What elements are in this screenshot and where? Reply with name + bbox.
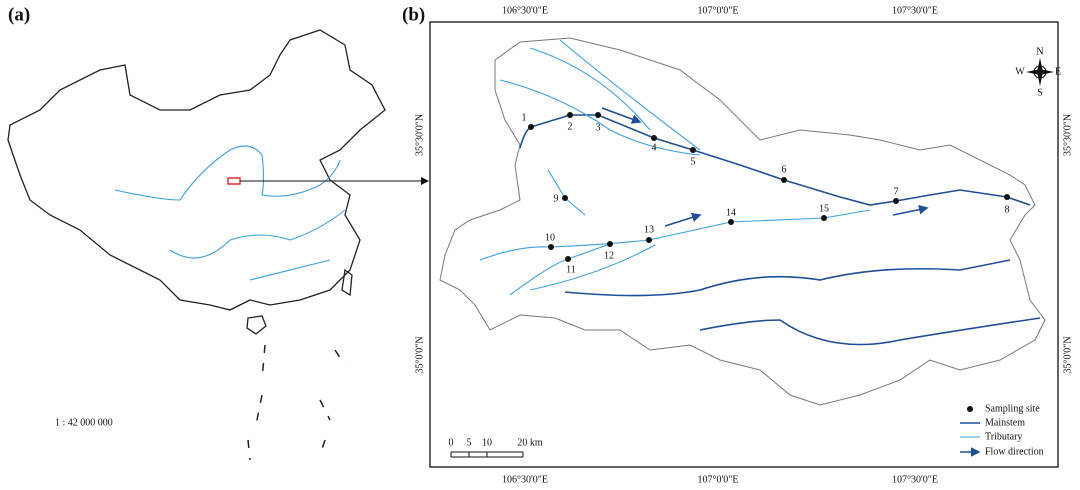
sampling-site <box>728 219 734 225</box>
tributary <box>529 244 656 291</box>
tributary <box>509 243 611 296</box>
sampling-site <box>562 195 568 201</box>
panel-label: (a) <box>8 4 30 25</box>
site-label: 8 <box>1005 204 1010 215</box>
site-label: 7 <box>894 186 899 197</box>
lat-label: 35°0'0"N <box>1062 336 1073 373</box>
yellow-river <box>114 145 341 201</box>
map-frame <box>429 21 1059 468</box>
site-label: 4 <box>652 142 657 153</box>
river-south <box>249 259 331 281</box>
scale-bar <box>450 451 524 458</box>
site-label: 10 <box>545 232 555 243</box>
scale-label: 20 km <box>517 437 543 448</box>
mainstem-south <box>564 259 1011 297</box>
sea-border <box>247 344 346 461</box>
site-label: 5 <box>691 156 696 167</box>
lon-label: 106°30'0"E <box>502 474 548 485</box>
sampling-site <box>1004 194 1010 200</box>
lon-label: 107°30'0"E <box>892 5 938 16</box>
sampling-site <box>651 135 657 141</box>
site-label: 9 <box>554 193 559 204</box>
site-label: 6 <box>782 164 787 175</box>
compass-s: S <box>1037 87 1043 98</box>
sampling-site <box>781 177 787 183</box>
scale-label: 5 <box>467 437 472 448</box>
flow-arrow <box>601 107 642 124</box>
tributary <box>479 209 871 261</box>
sampling-site <box>821 215 827 221</box>
scale-label: 10 <box>482 437 492 448</box>
scale-text: 1 : 42 000 000 <box>55 417 113 428</box>
sampling-site <box>893 198 899 204</box>
site-label: 2 <box>568 121 573 132</box>
flow-arrow <box>892 204 929 216</box>
sampling-site <box>565 256 571 262</box>
compass-w: W <box>1015 66 1025 77</box>
lon-label: 107°0'0"E <box>698 5 739 16</box>
china-outline <box>7 29 386 311</box>
site-label: 12 <box>604 250 614 261</box>
hainan <box>246 315 267 335</box>
watershed <box>439 37 1046 406</box>
site-label: 15 <box>819 203 829 214</box>
sampling-site <box>528 124 534 130</box>
legend-text: Tributary <box>985 431 1022 442</box>
legend: Sampling site Mainstem Tributary Flow di… <box>960 403 1044 457</box>
tributary <box>559 39 701 151</box>
sampling-site <box>548 244 554 250</box>
yangtze <box>169 209 346 259</box>
panel-label: (b) <box>402 4 425 25</box>
taiwan <box>341 268 353 297</box>
site-label: 13 <box>644 224 654 235</box>
lat-label: 35°0'0"N <box>414 336 425 373</box>
scale-label: 0 <box>449 437 454 448</box>
compass-e: E <box>1055 66 1061 77</box>
tributary <box>529 47 651 131</box>
legend-text: Sampling site <box>985 403 1040 414</box>
sampling-site <box>567 112 573 118</box>
study-area-box <box>227 177 241 185</box>
lon-label: 107°0'0"E <box>698 474 739 485</box>
site-label: 3 <box>596 122 601 133</box>
tributary <box>499 79 701 156</box>
legend-text: Mainstem <box>985 417 1025 428</box>
lat-label: 35°30'0"N <box>414 114 425 156</box>
sampling-site <box>607 241 613 247</box>
lon-label: 107°30'0"E <box>892 474 938 485</box>
site-label: 1 <box>522 112 527 123</box>
mainstem-south <box>699 317 1041 346</box>
site-label: 11 <box>566 264 576 275</box>
compass: N S E W <box>1015 46 1061 98</box>
compass-n: N <box>1036 46 1043 57</box>
sampling-site <box>690 147 696 153</box>
legend-text: Flow direction <box>985 446 1044 457</box>
sampling-site <box>646 237 652 243</box>
sampling-site <box>595 112 601 118</box>
site-label: 14 <box>726 207 736 218</box>
flow-arrow <box>664 212 702 227</box>
legend-symbol <box>967 406 973 412</box>
lon-label: 106°30'0"E <box>502 5 548 16</box>
mainstem <box>519 114 1031 206</box>
lat-label: 35°30'0"N <box>1062 114 1073 156</box>
